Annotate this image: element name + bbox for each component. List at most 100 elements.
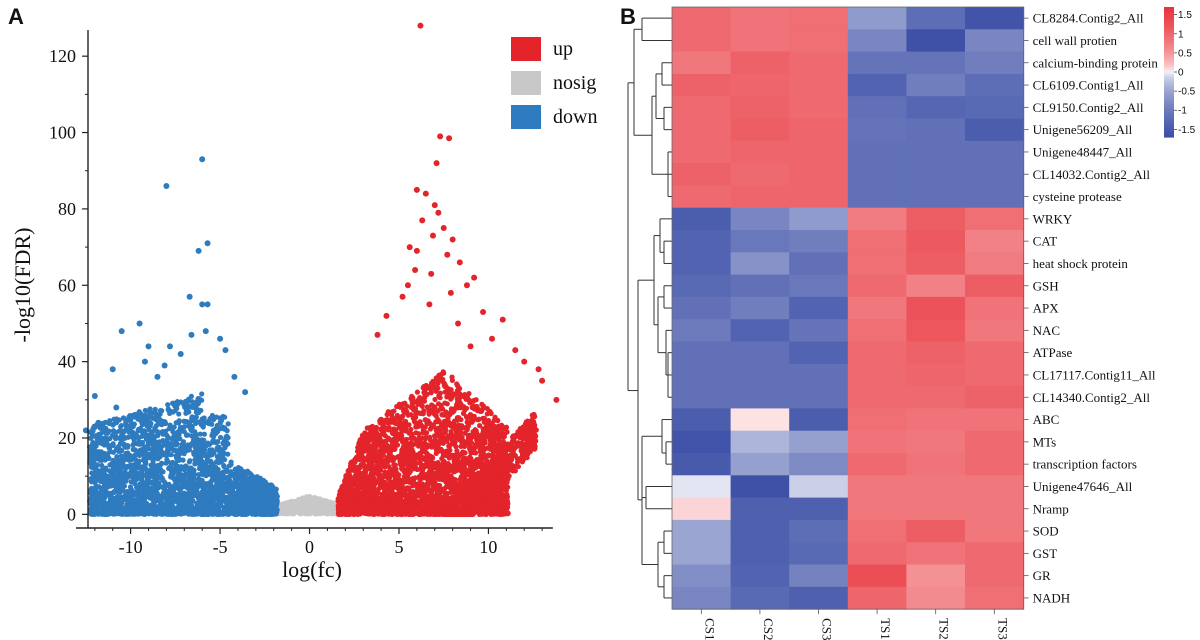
down-point <box>273 500 279 506</box>
down-point <box>136 410 142 416</box>
down-point <box>122 444 129 450</box>
down-point <box>153 477 160 483</box>
down-point <box>260 511 266 517</box>
down-point <box>126 414 132 420</box>
down-point <box>234 474 240 480</box>
down-point <box>152 438 158 444</box>
down-point <box>257 505 263 512</box>
down-point <box>214 422 220 429</box>
down-point <box>140 428 146 434</box>
down-point <box>188 468 195 474</box>
down-point <box>126 457 132 463</box>
nosig-point <box>303 506 308 511</box>
down-point <box>205 509 211 515</box>
down-point <box>88 435 94 441</box>
down-point <box>113 436 119 442</box>
down-point <box>221 426 227 432</box>
down-point <box>254 501 260 507</box>
down-point <box>151 510 157 516</box>
down-point <box>174 403 180 409</box>
nosig-point <box>303 510 308 516</box>
down-point <box>187 458 193 464</box>
down-point <box>192 430 199 437</box>
up-point <box>414 389 421 395</box>
down-point <box>91 460 97 466</box>
down-point <box>190 440 196 447</box>
down-point <box>222 445 228 451</box>
down-point <box>100 476 106 483</box>
down-point <box>131 465 137 472</box>
nosig-point <box>293 502 299 508</box>
down-point <box>237 468 243 474</box>
down-point <box>126 429 132 435</box>
down-point <box>170 510 176 516</box>
down-point <box>188 393 194 399</box>
down-point <box>196 438 202 445</box>
down-point <box>150 410 157 416</box>
down-point <box>226 463 232 469</box>
nosig-point <box>311 510 316 515</box>
down-point <box>218 481 224 487</box>
down-point <box>189 414 195 420</box>
down-point <box>192 485 198 491</box>
down-point <box>118 483 124 489</box>
down-point <box>204 459 210 465</box>
down-point <box>105 503 112 510</box>
down-point <box>127 423 133 429</box>
down-point <box>142 417 148 424</box>
down-point <box>186 447 192 453</box>
down-point <box>167 410 173 416</box>
down-point <box>95 476 101 482</box>
down-point <box>215 510 221 516</box>
down-point <box>209 412 215 419</box>
down-point <box>164 481 170 488</box>
down-point <box>180 457 186 463</box>
down-point <box>229 487 235 494</box>
up-point <box>427 437 434 443</box>
down-point <box>168 468 175 474</box>
down-point <box>193 420 199 426</box>
down-point <box>228 469 234 475</box>
down-point <box>228 507 234 513</box>
down-point <box>185 397 191 404</box>
down-point <box>221 511 227 517</box>
down-point <box>239 479 245 485</box>
down-point <box>184 407 191 413</box>
down-point <box>176 429 183 435</box>
down-point <box>211 474 218 480</box>
down-point <box>156 449 162 455</box>
down-point <box>110 442 116 448</box>
down-point <box>117 494 123 500</box>
down-point <box>139 439 146 446</box>
panel-label-b: B <box>620 4 636 29</box>
down-point <box>264 484 271 490</box>
down-point <box>202 419 208 426</box>
down-point <box>170 429 176 435</box>
down-point <box>167 442 173 448</box>
down-point <box>92 452 98 459</box>
down-point <box>141 493 147 499</box>
nosig-point <box>280 507 286 512</box>
down-point <box>164 511 170 517</box>
down-point <box>209 452 215 458</box>
down-point <box>93 501 99 508</box>
down-point <box>112 463 118 469</box>
down-point <box>187 426 194 432</box>
down-point <box>160 489 167 496</box>
down-point <box>244 470 251 476</box>
down-point <box>189 492 195 498</box>
down-point <box>120 473 126 479</box>
down-point <box>120 428 126 434</box>
down-point <box>113 447 119 453</box>
nosig-point <box>285 500 290 505</box>
down-point <box>215 454 221 461</box>
down-point <box>130 511 136 517</box>
down-point <box>193 409 199 415</box>
down-point <box>214 429 221 435</box>
down-point <box>201 431 208 437</box>
down-point <box>104 435 110 442</box>
down-point <box>249 475 255 481</box>
down-point <box>200 443 206 449</box>
down-point <box>199 511 206 517</box>
